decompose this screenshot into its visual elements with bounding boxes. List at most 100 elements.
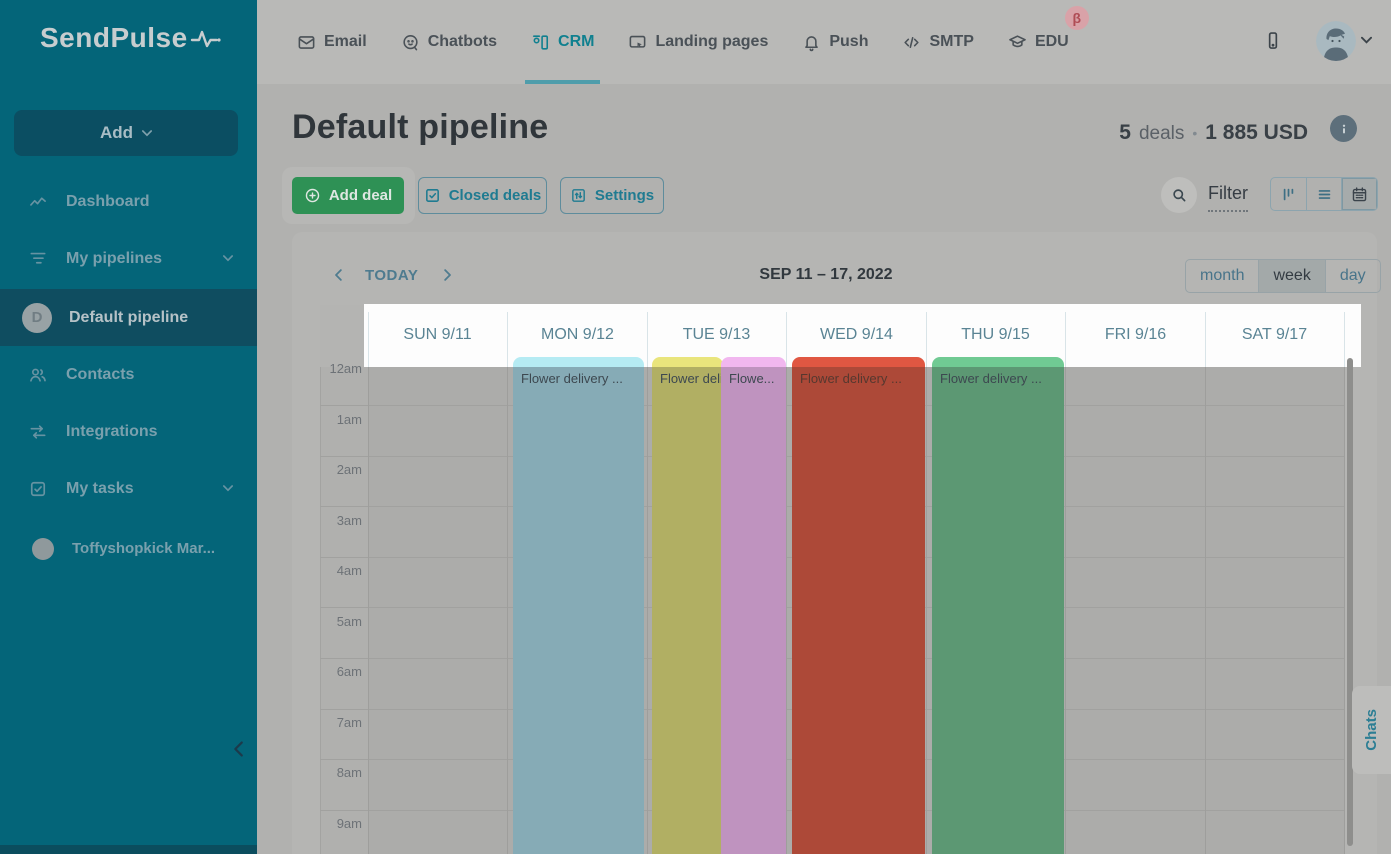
nav-item-landing-pages[interactable]: Landing pages (626, 0, 770, 84)
sidebar-item-label: Contacts (66, 365, 135, 383)
checkbox-check-icon (425, 189, 439, 202)
nav-item-chatbots[interactable]: Chatbots (399, 0, 499, 84)
user-avatar[interactable] (1316, 21, 1356, 61)
add-deal-button[interactable]: Add deal (292, 177, 404, 214)
checkbox-icon (28, 479, 48, 499)
settings-button[interactable]: Settings (560, 177, 664, 214)
list-view-button[interactable] (1307, 178, 1343, 210)
calendar-event-mon[interactable]: Flower delivery ... (513, 357, 644, 854)
add-button[interactable]: Add (14, 110, 238, 156)
crm-icon (531, 33, 550, 52)
top-nav: Email Chatbots CRM Landing pages Push SM… (295, 0, 1089, 84)
brand-logo[interactable]: SendPulse (40, 22, 230, 54)
mobile-app-icon[interactable] (1263, 30, 1283, 52)
calendar-gutter-header (320, 305, 368, 367)
sidebar-item-default-pipeline[interactable]: D Default pipeline (0, 289, 257, 346)
nav-item-email[interactable]: Email (295, 0, 369, 84)
email-icon (297, 33, 316, 52)
caret-down-icon (223, 485, 233, 492)
calendar-event-tue-second[interactable]: Flowe... (721, 357, 786, 854)
closed-deals-button[interactable]: Closed deals (418, 177, 547, 214)
nav-label: Chatbots (427, 33, 498, 50)
column-divider (647, 312, 648, 367)
graduation-cap-icon (1008, 33, 1027, 52)
chats-tab[interactable]: Chats (1352, 686, 1391, 774)
calendar-today-button[interactable]: TODAY (365, 267, 419, 284)
search-button[interactable] (1161, 177, 1197, 213)
sidebar-item-label: My tasks (66, 479, 134, 497)
calendar-time-gutter (320, 367, 368, 854)
calendar-prev-button[interactable] (330, 266, 348, 284)
code-icon (902, 33, 921, 52)
nav-item-edu[interactable]: EDU β (1006, 0, 1089, 84)
nav-item-smtp[interactable]: SMTP (900, 0, 975, 84)
column-divider (1205, 312, 1206, 367)
time-label: 3am (336, 513, 362, 528)
time-label: 2am (336, 462, 362, 477)
column-divider (1344, 312, 1345, 367)
add-button-label: Add (99, 123, 134, 142)
sidebar-item-integrations[interactable]: Integrations (0, 403, 257, 460)
calendar-next-button[interactable] (438, 266, 456, 284)
sidebar-bottom-strip (0, 845, 257, 854)
time-label: 6am (336, 664, 362, 679)
sidebar-item-dashboard[interactable]: Dashboard (0, 173, 257, 230)
column-line (1065, 367, 1066, 854)
month-view-button[interactable]: month (1186, 260, 1260, 292)
time-label: 9am (336, 816, 362, 831)
caret-down-icon (142, 129, 153, 136)
calendar-event-tue-first[interactable]: Flower delivery ... (652, 357, 723, 854)
search-icon (1173, 189, 1186, 202)
time-label: 8am (336, 765, 362, 780)
day-header-wed[interactable]: WED 9/14 (820, 326, 893, 343)
deals-summary: 5 deals • 1 885 USD (1119, 121, 1308, 145)
column-divider (507, 312, 508, 367)
sidebar-item-toffyshopkick[interactable]: Toffyshopkick Mar... (0, 520, 257, 577)
filter-button[interactable]: Filter (1208, 183, 1248, 212)
sidebar-item-label: Default pipeline (69, 308, 189, 326)
nav-item-push[interactable]: Push (800, 0, 870, 84)
chatbot-icon (401, 33, 420, 52)
column-line (368, 367, 369, 854)
column-divider (1065, 312, 1066, 367)
calendar-view-button[interactable] (1342, 178, 1377, 210)
sliders-icon (572, 189, 585, 202)
day-header-sat[interactable]: SAT 9/17 (1241, 326, 1308, 343)
day-header-fri[interactable]: FRI 9/16 (1104, 326, 1167, 343)
sidebar-item-my-pipelines[interactable]: My pipelines (0, 230, 257, 287)
info-icon[interactable] (1330, 115, 1357, 142)
sidebar-collapse-icon[interactable] (228, 738, 250, 760)
sidebar-item-my-tasks[interactable]: My tasks (0, 460, 257, 517)
deals-word: deals (1138, 123, 1185, 144)
nav-label: SMTP (929, 33, 974, 50)
week-view-button[interactable]: week (1259, 260, 1326, 292)
kanban-icon (1283, 188, 1294, 200)
contacts-icon (28, 365, 48, 385)
time-label: 1am (336, 412, 362, 427)
day-header-mon[interactable]: MON 9/12 (541, 326, 614, 343)
day-view-button[interactable]: day (1326, 260, 1380, 292)
sidebar-item-contacts[interactable]: Contacts (0, 346, 257, 403)
nav-label: Landing pages (655, 33, 769, 50)
day-header-sun[interactable]: SUN 9/11 (403, 326, 472, 343)
nav-item-crm[interactable]: CRM (524, 0, 601, 84)
beta-badge: β (1064, 6, 1089, 30)
account-menu-caret-icon[interactable] (1361, 36, 1372, 44)
column-line (647, 367, 648, 854)
view-toggle-group (1270, 177, 1378, 211)
day-header-tue[interactable]: TUE 9/13 (682, 326, 751, 343)
day-header-thu[interactable]: THU 9/15 (961, 326, 1030, 343)
calendar-event-thu[interactable]: Flower delivery ... (932, 357, 1064, 854)
vertical-scrollbar[interactable] (1347, 358, 1353, 846)
kanban-view-button[interactable] (1271, 178, 1307, 210)
calendar-event-wed[interactable]: Flower delivery ... (792, 357, 925, 854)
column-line (1344, 367, 1345, 854)
sidebar-item-label: My pipelines (66, 249, 163, 267)
plus-circle-icon (305, 188, 320, 203)
pipeline-avatar: D (22, 302, 52, 333)
time-label: 7am (336, 715, 362, 730)
landing-pages-icon (628, 33, 647, 52)
chats-tab-label: Chats (1363, 709, 1380, 751)
deals-separator: • (1192, 125, 1198, 141)
